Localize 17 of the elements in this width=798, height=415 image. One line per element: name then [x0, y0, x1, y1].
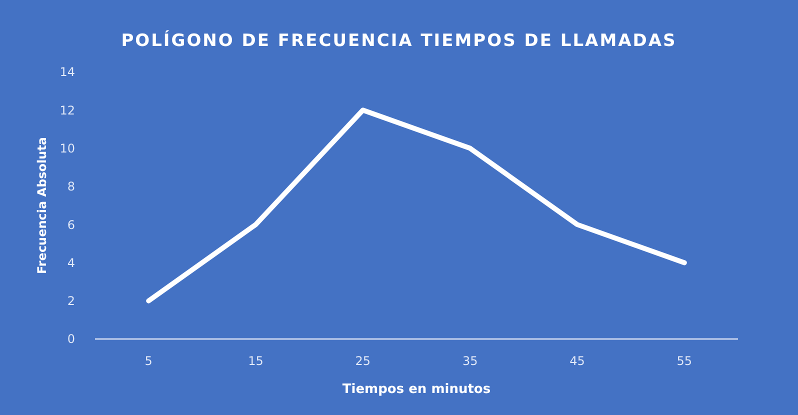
chart-title: POLÍGONO DE FRECUENCIA TIEMPOS DE LLAMADAS: [121, 30, 677, 51]
y-tick-label: 12: [60, 103, 75, 118]
y-tick-label: 2: [67, 294, 75, 308]
x-tick-label: 15: [248, 354, 264, 368]
y-tick-label: 10: [60, 141, 75, 156]
y-tick-label: 14: [60, 65, 75, 80]
y-axis-title: Frecuencia Absoluta: [35, 136, 49, 274]
y-tick-label: 8: [67, 180, 75, 194]
y-tick-label: 4: [67, 256, 75, 270]
x-tick-label: 45: [570, 354, 585, 368]
x-tick-label: 55: [676, 354, 692, 368]
x-tick-label: 35: [462, 354, 478, 368]
x-tick-label: 5: [144, 354, 152, 368]
x-axis-title: Tiempos en minutos: [342, 382, 491, 397]
y-tick-label: 0: [67, 332, 75, 346]
x-tick-label: 25: [355, 354, 371, 368]
y-tick-label: 6: [67, 218, 75, 232]
